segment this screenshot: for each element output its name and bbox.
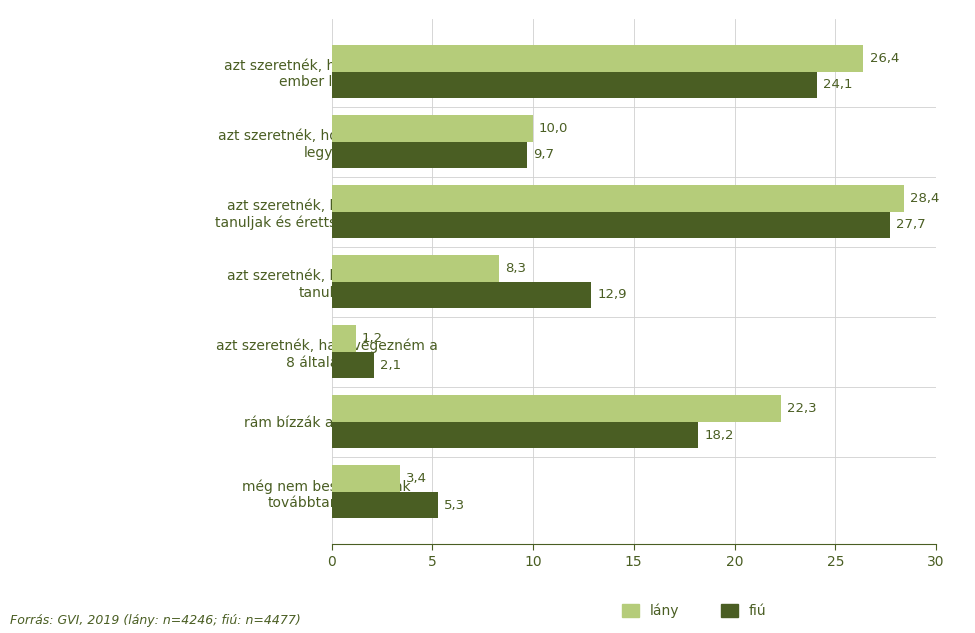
Bar [332, 185, 904, 211]
Bar [332, 255, 499, 282]
Text: Forrás: GVI, 2019 (lány: n=4246; fiú: n=4477): Forrás: GVI, 2019 (lány: n=4246; fiú: n=… [10, 613, 300, 627]
Text: 12,9: 12,9 [598, 289, 627, 301]
Bar [332, 211, 889, 238]
Text: 8,3: 8,3 [505, 262, 526, 275]
Bar [332, 352, 373, 379]
Bar [332, 282, 592, 308]
Text: 18,2: 18,2 [704, 429, 734, 442]
Text: 2,1: 2,1 [380, 358, 401, 372]
Bar [332, 72, 817, 98]
Bar [332, 465, 400, 492]
Bar [332, 142, 526, 168]
Legend: lány, fiú: lány, fiú [622, 604, 766, 618]
Bar [332, 325, 356, 352]
Bar [332, 492, 439, 518]
Text: 10,0: 10,0 [539, 122, 568, 135]
Text: 24,1: 24,1 [823, 78, 853, 91]
Text: 27,7: 27,7 [896, 218, 925, 232]
Text: 3,4: 3,4 [406, 472, 427, 485]
Bar [332, 45, 864, 72]
Text: 1,2: 1,2 [362, 332, 383, 345]
Text: 26,4: 26,4 [870, 52, 899, 65]
Text: 9,7: 9,7 [533, 148, 554, 161]
Text: 5,3: 5,3 [445, 499, 465, 511]
Bar [332, 395, 781, 422]
Bar [332, 115, 533, 142]
Bar [332, 422, 698, 448]
Text: 22,3: 22,3 [787, 402, 816, 415]
Text: 28,4: 28,4 [910, 192, 939, 205]
